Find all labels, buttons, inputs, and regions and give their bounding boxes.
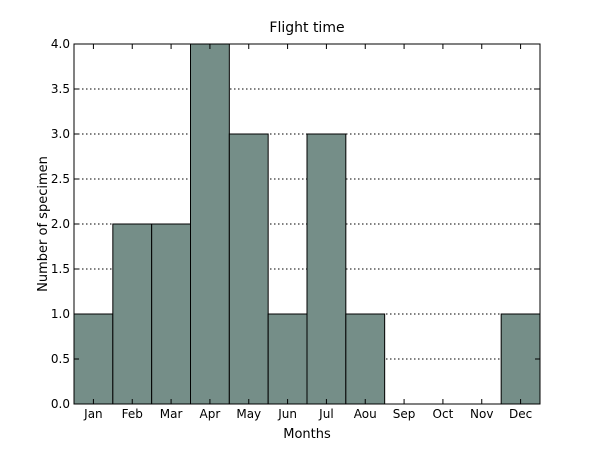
- x-tick-label: Dec: [509, 407, 532, 421]
- bars-group: [73, 43, 541, 405]
- bar-may: [228, 133, 269, 405]
- bar-jul: [306, 133, 347, 405]
- bar-jan: [73, 313, 114, 405]
- bar-apr: [190, 43, 230, 405]
- chart-title: Flight time: [269, 20, 344, 36]
- bar-mar: [151, 223, 192, 405]
- x-tick-label: May: [236, 407, 261, 421]
- y-tick-label: 1.0: [51, 307, 70, 321]
- y-tick-label: 0.0: [51, 397, 70, 411]
- bar-feb: [112, 223, 153, 405]
- x-axis-ticks: Jan Feb Mar Apr May Jun Jul Aou Sep Oct Nov Dec: [83, 44, 532, 421]
- x-axis-label: Months: [283, 427, 331, 442]
- x-tick-label: Jun: [277, 407, 297, 421]
- y-axis-label: Number of specimen: [36, 156, 51, 292]
- y-tick-label: 2.5: [51, 172, 70, 186]
- y-tick-label: 3.5: [51, 82, 70, 96]
- x-tick-label: Sep: [393, 407, 416, 421]
- y-tick-label: 3.0: [51, 127, 70, 141]
- bar-dec: [500, 313, 541, 405]
- x-tick-label: Apr: [200, 407, 221, 421]
- y-tick-label: 1.5: [51, 262, 70, 276]
- x-tick-label: Feb: [122, 407, 143, 421]
- x-tick-label: Mar: [160, 407, 183, 421]
- bar-aou: [345, 313, 386, 405]
- y-tick-label: 0.5: [51, 352, 70, 366]
- bar-jun: [267, 313, 308, 405]
- y-tick-label: 4.0: [51, 37, 70, 51]
- x-tick-label: Jul: [318, 407, 333, 421]
- x-tick-label: Aou: [354, 407, 377, 421]
- x-tick-label: Jan: [83, 407, 103, 421]
- y-tick-label: 2.0: [51, 217, 70, 231]
- x-tick-label: Oct: [433, 407, 454, 421]
- y-axis-ticks: 0.0 0.5 1.0 1.5 2.0 2.5 3.0 3.5 4.0: [51, 37, 540, 411]
- x-tick-label: Nov: [470, 407, 493, 421]
